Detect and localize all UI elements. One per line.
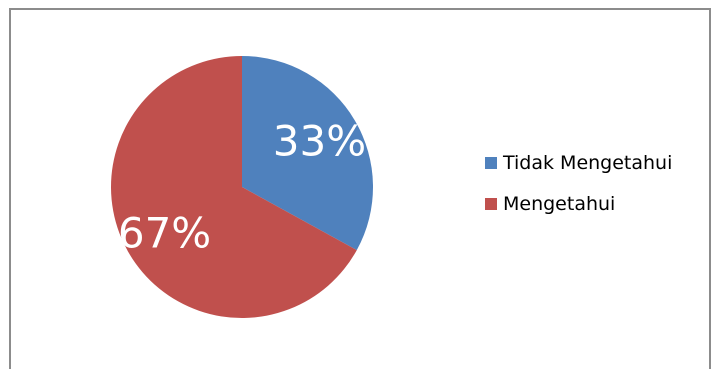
- legend-item-mengetahui: Mengetahui: [485, 191, 672, 216]
- pie-slices: [110, 56, 373, 318]
- pie-slice-tidak-mengetahui: [242, 56, 373, 251]
- chart-legend: Tidak Mengetahui Mengetahui: [485, 150, 672, 232]
- legend-label-mengetahui: Mengetahui: [503, 192, 616, 215]
- legend-item-tidak-mengetahui: Tidak Mengetahui: [485, 150, 672, 175]
- legend-label-tidak-mengetahui: Tidak Mengetahui: [503, 151, 673, 174]
- slice-label-tidak-mengetahui: 33%: [273, 117, 366, 166]
- pie-chart: 33% 67%: [110, 56, 373, 318]
- chart-frame: 33% 67% Tidak Mengetahui Mengetahui: [9, 8, 711, 369]
- slice-label-mengetahui: 67%: [118, 208, 211, 257]
- pie-labels: 33% 67%: [118, 117, 366, 258]
- pie-slice-mengetahui: [110, 56, 357, 318]
- legend-swatch-tidak-mengetahui: [485, 156, 497, 169]
- legend-swatch-mengetahui: [485, 197, 497, 210]
